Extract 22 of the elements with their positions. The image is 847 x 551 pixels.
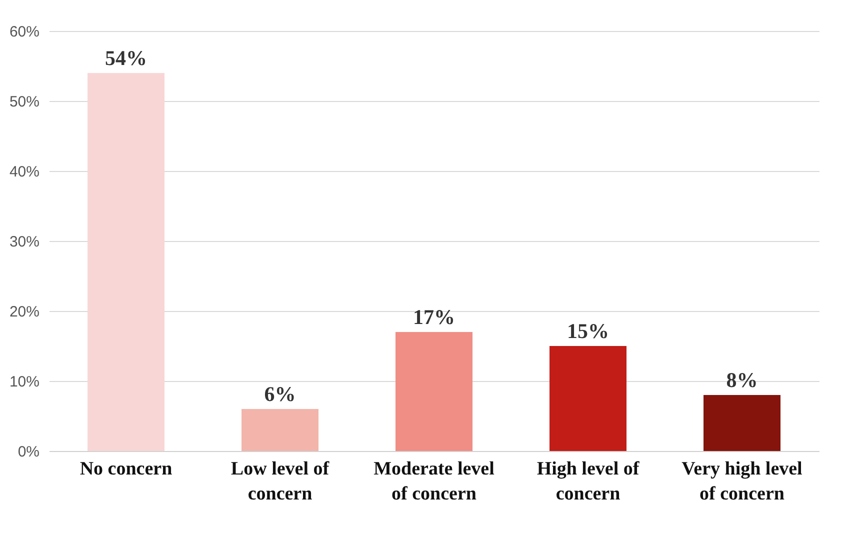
data-label: 15% bbox=[567, 319, 609, 343]
bar bbox=[550, 346, 626, 451]
data-label: 8% bbox=[726, 368, 758, 392]
y-tick-label: 0% bbox=[18, 444, 40, 460]
data-label: 17% bbox=[413, 305, 455, 329]
y-tick-label: 60% bbox=[9, 24, 40, 40]
bar bbox=[242, 409, 318, 451]
bar bbox=[88, 73, 164, 451]
y-tick-label: 20% bbox=[9, 304, 40, 320]
x-tick-label: Moderate level of concern bbox=[374, 458, 494, 504]
data-label: 54% bbox=[105, 46, 147, 70]
data-label: 6% bbox=[264, 382, 296, 406]
bar bbox=[396, 332, 472, 451]
y-tick-label: 30% bbox=[9, 234, 40, 250]
y-tick-label: 10% bbox=[9, 374, 40, 390]
bar bbox=[704, 395, 780, 451]
y-tick-label: 40% bbox=[9, 164, 40, 180]
x-tick-label: Very high level of concern bbox=[682, 458, 802, 504]
y-tick-label: 50% bbox=[9, 94, 40, 110]
x-tick-label: No concern bbox=[80, 458, 173, 480]
x-tick-label: Low level of concern bbox=[230, 458, 330, 504]
x-tick-label: High level of concern bbox=[536, 458, 640, 504]
